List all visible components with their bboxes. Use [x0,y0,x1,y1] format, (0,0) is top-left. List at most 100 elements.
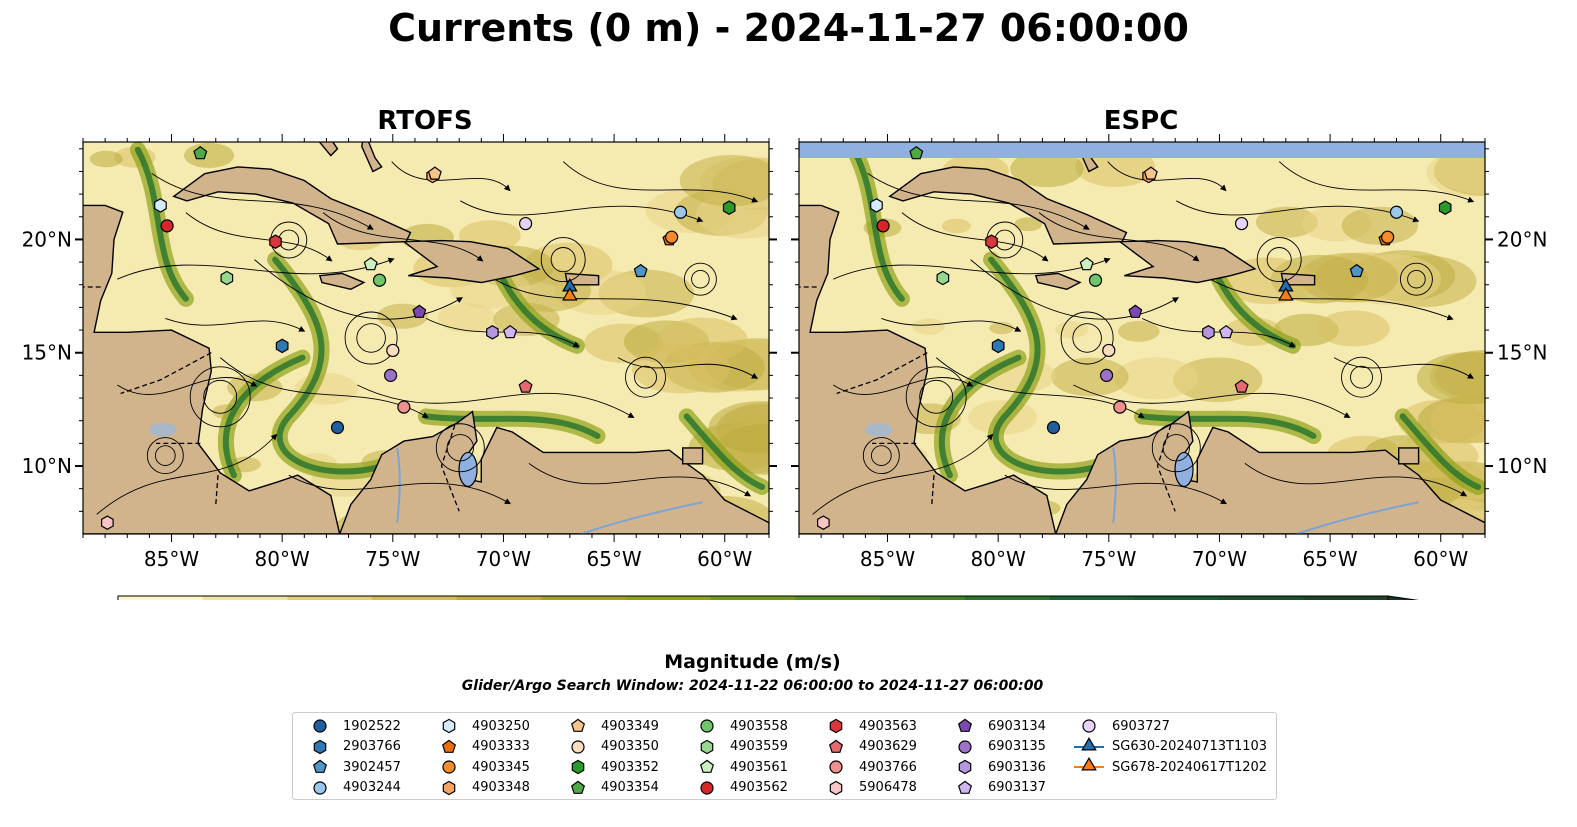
legend-item-4903345: 4903345 [432,757,530,777]
lon-tick-label: 75°W [1081,547,1136,571]
colorbar-bin [964,596,1050,600]
legend-label: 6903135 [988,739,1046,754]
legend-swatch [958,759,972,775]
legend-label: SG630-20240713T1103 [1112,739,1268,754]
float-marker-4903766 [1113,400,1127,414]
float-marker-4903629 [518,379,533,393]
triangle-marker-icon [1074,736,1104,750]
float-marker-6903137 [503,324,518,339]
float-marker-4903558 [372,273,387,287]
float-marker-4903352 [722,200,736,215]
legend-label: 4903350 [601,739,659,754]
colorbar-bin [287,596,373,600]
colorbar-extend-arrow [1387,595,1420,600]
legend-label: 2903766 [343,739,401,754]
legend-item-6903727: 6903727 [1072,716,1170,736]
float-marker-4903244 [1389,205,1404,219]
legend-item-4903333: 4903333 [432,737,530,757]
legend-label: 4903244 [343,780,401,795]
espc-map-frame [798,141,1486,535]
lon-tick-label: 65°W [586,547,641,571]
legend-item-sg630-20240713t1103: SG630-20240713T1103 [1072,736,1268,757]
colorbar-bin [372,596,458,600]
float-marker-sg678-20240617t1202 [562,287,578,301]
float-marker-4903349 [1143,166,1158,180]
lat-tick-label-left: 10°N [22,454,72,478]
legend-label: 6903727 [1112,718,1170,734]
legend-item-6903135: 6903135 [948,737,1046,757]
colorbar-bin [456,596,542,600]
legend-swatch [570,718,586,732]
float-marker-4903244 [673,205,688,219]
legend-label: 4903559 [730,739,788,754]
legend-label: 1902522 [343,718,401,734]
float-marker-1902522 [330,420,345,435]
rtofs-map-frame [82,141,770,535]
float-marker-4903562 [160,219,174,233]
rtofs-map [83,142,769,534]
lon-tick-label: 80°W [255,547,310,571]
circle-marker-icon [700,780,714,795]
float-marker-6903727 [518,216,533,231]
hexagon-marker-icon [829,718,843,734]
legend-swatch [829,718,843,734]
circle-marker-icon [313,780,327,795]
legend-item-4903562: 4903562 [690,778,788,798]
legend-swatch [442,780,456,795]
legend-swatch [957,718,973,732]
legend-item-4903629: 4903629 [819,737,917,757]
search-window-note: Glider/Argo Search Window: 2024-11-22 06… [461,678,1044,694]
legend-label: 4903562 [730,780,788,795]
legend-swatch [699,759,715,773]
colorbar-bin [1134,596,1220,600]
legend-item-4903350: 4903350 [561,737,659,757]
legend-swatch [441,739,457,753]
float-marker-4903563 [269,234,282,249]
legend-item-5906478: 5906478 [819,778,917,798]
lon-tick-label: 70°W [476,547,531,571]
espc-float-markers [817,145,1452,530]
panel-title-espc: ESPC [1103,106,1179,136]
hexagon-marker-icon [700,739,714,754]
lon-tick-label: 75°W [365,547,420,571]
espc-map [799,142,1485,534]
colorbar-bin [118,596,204,600]
legend-swatch [312,759,328,773]
float-marker-4903563 [985,234,998,249]
legend-item-4903250: 4903250 [432,716,530,736]
legend-label: 4903629 [859,739,917,754]
float-marker-4903250 [870,198,883,213]
colorbar-bin [880,596,966,600]
legend-swatch [442,760,456,774]
legend-swatch [828,739,844,753]
figure-title: Currents (0 m) - 2024-11-27 06:00:00 [388,6,1189,50]
circle-marker-icon [700,719,714,733]
hexagon-marker-icon [958,759,972,775]
circle-marker-icon [958,739,972,754]
legend-label: 6903136 [988,759,1046,775]
float-marker-4903629 [1234,379,1249,393]
float-marker-5906478 [817,515,830,530]
float-marker-2903766 [275,338,289,354]
lon-tick-label: 85°W [860,547,915,571]
legend-swatch [700,719,714,733]
float-marker-6903136 [486,325,499,340]
legend-item-4903354: 4903354 [561,778,659,798]
legend-label: 4903348 [472,780,530,795]
legend-swatch [313,780,327,795]
float-marker-4903352 [1438,200,1452,215]
panel-title-rtofs: RTOFS [377,106,473,136]
pentagon-marker-icon [441,739,457,753]
lat-tick-label-left: 20°N [22,227,72,251]
float-marker-6903135 [383,368,398,382]
legend-swatch [313,739,327,754]
float-marker-5906478 [101,515,114,530]
legend-swatch [570,780,586,794]
float-marker-sg678-20240617t1202 [1278,287,1294,301]
float-marker-4903558 [1088,273,1103,287]
legend-item-sg678-20240617t1202: SG678-20240617T1202 [1072,757,1267,777]
hexagon-marker-icon [442,780,456,795]
colorbar-bin [710,596,796,600]
legend-label: 4903354 [601,780,659,795]
legend-item-4903766: 4903766 [819,757,917,777]
